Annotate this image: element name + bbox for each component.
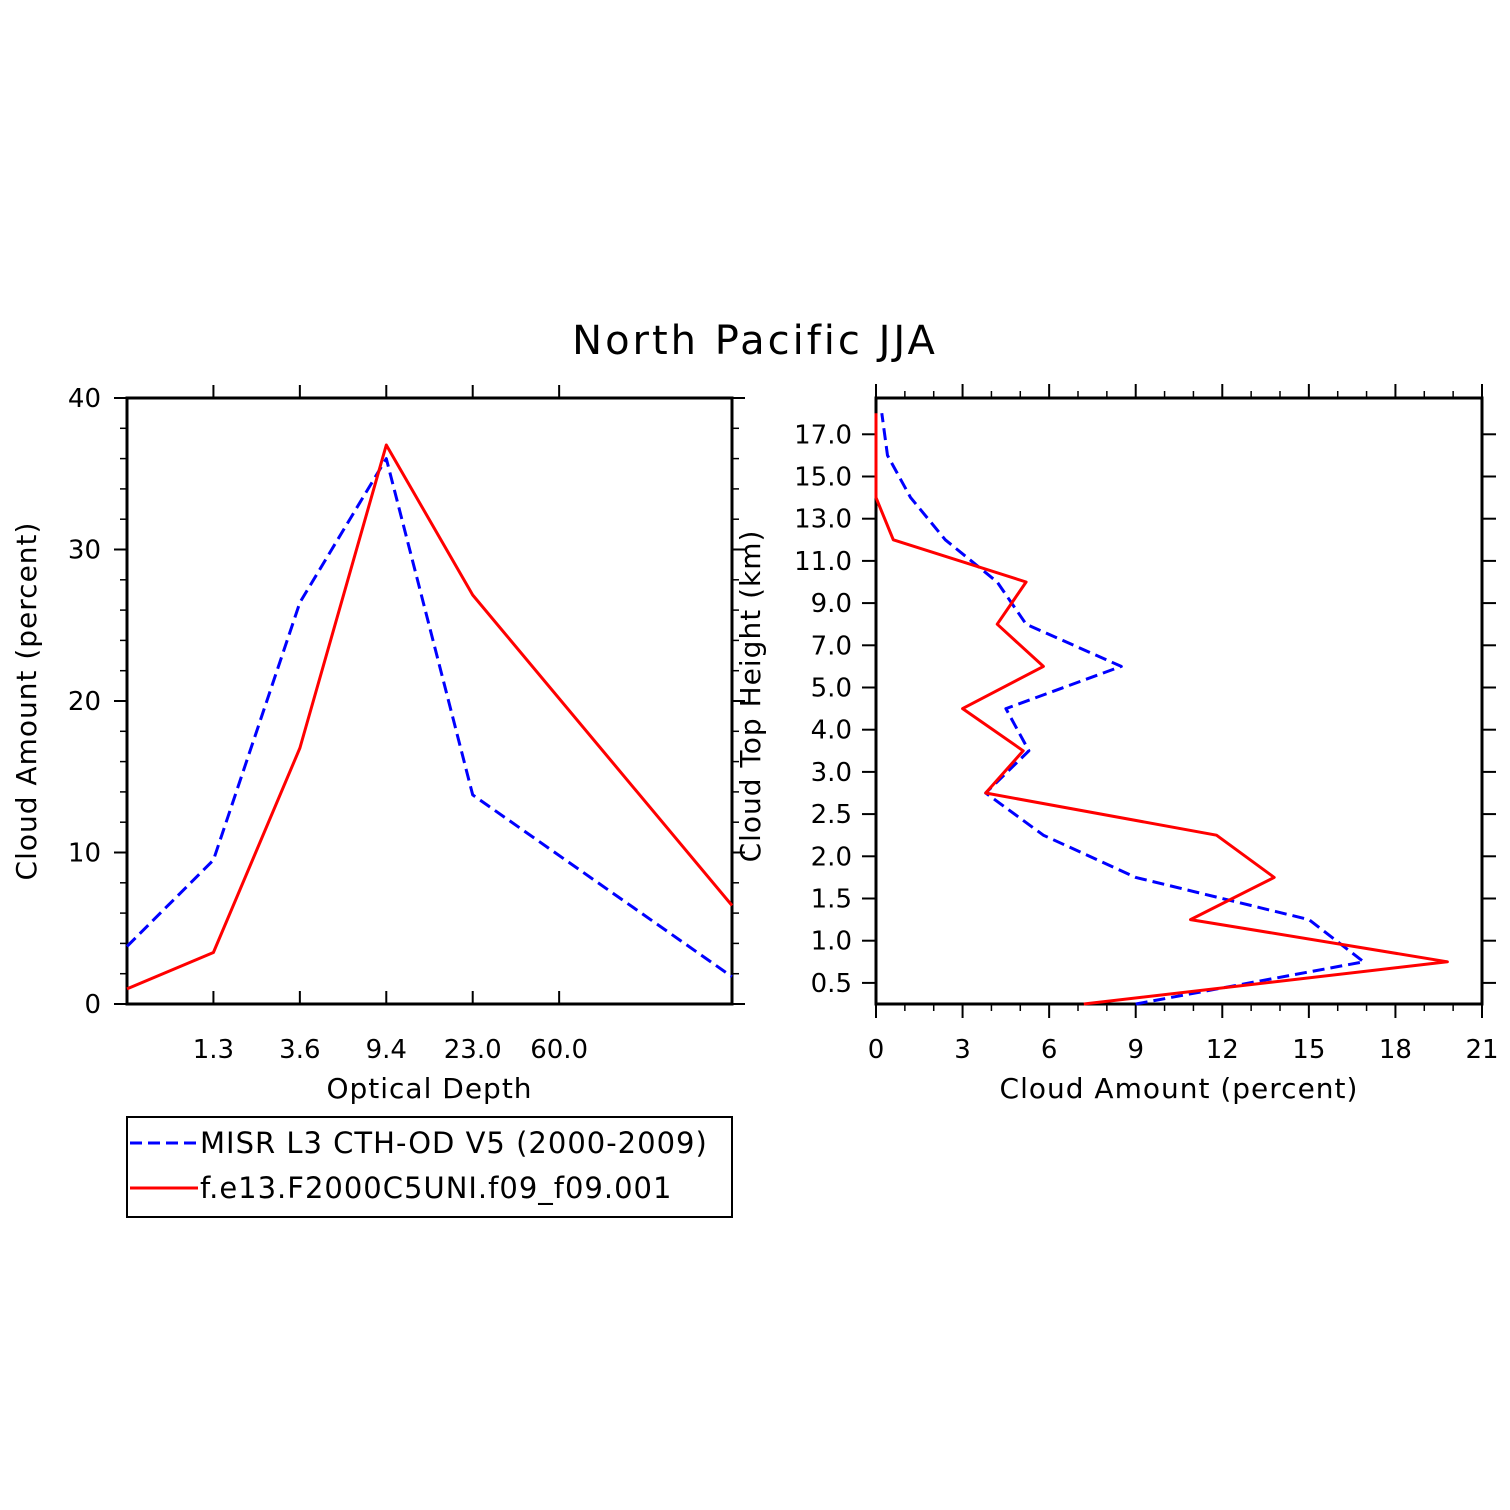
plot-frame [125, 396, 734, 1006]
x-tick-label: 1.3 [193, 1035, 234, 1065]
x-tick-label: 15 [1292, 1035, 1325, 1065]
series-line-1 [126, 443, 734, 991]
x-axis-label: Cloud Amount (percent) [1000, 1072, 1359, 1105]
y-axis-label: Cloud Amount (percent) [10, 522, 43, 881]
plot-frame [874, 396, 1484, 1006]
optical-depth-panel: 1.3 3.6 9.4 23.0 60.0 0 10 20 30 40 Optical Depth C… [10, 384, 745, 1105]
y-tick-label: 3.0 [811, 758, 852, 788]
series-line-1 [874, 413, 1449, 1006]
y-tick-label: 11.0 [794, 547, 852, 577]
y-tick-label: 10 [68, 839, 101, 869]
y-tick-label: 20 [68, 687, 101, 717]
y-tick-label: 30 [68, 536, 101, 566]
x-tick-label: 3 [954, 1035, 971, 1065]
legend-box [126, 1116, 733, 1218]
y-tick-label: 2.5 [811, 800, 852, 830]
y-tick-label: 0 [84, 990, 101, 1020]
legend-label-model: f.e13.F2000C5UNI.f09_f09.001 [200, 1171, 672, 1205]
y-tick-label: 2.0 [811, 842, 852, 872]
x-tick-label: 12 [1206, 1035, 1239, 1065]
x-tick-label: 18 [1379, 1035, 1412, 1065]
y-tick-label: 7.0 [811, 631, 852, 661]
x-tick-label: 23.0 [444, 1035, 502, 1065]
y-tick-label: 40 [68, 384, 101, 414]
x-tick-label: 0 [868, 1035, 885, 1065]
x-axis-label: Optical Depth [326, 1072, 532, 1105]
x-tick-label: 9.4 [366, 1035, 407, 1065]
legend-label-misr: MISR L3 CTH-OD V5 (2000-2009) [200, 1126, 708, 1160]
legend: MISR L3 CTH-OD V5 (2000-2009) f.e13.F200… [126, 1116, 733, 1218]
y-tick-label: 4.0 [811, 716, 852, 746]
y-tick-label: 0.5 [811, 969, 852, 999]
series-line-0 [125, 457, 733, 978]
x-tick-label: 21 [1465, 1035, 1498, 1065]
y-tick-label: 1.0 [811, 927, 852, 957]
x-tick-label: 3.6 [279, 1035, 320, 1065]
x-tick-label: 60.0 [530, 1035, 588, 1065]
y-tick-label: 9.0 [811, 589, 852, 619]
y-tick-label: 5.0 [811, 673, 852, 703]
cloud-top-height-panel: 0 3 6 9 12 15 18 21 0.5 1.0 1.5 2.0 2.5 3.0 4.0 5.0 7.0 9… [734, 384, 1499, 1105]
figure-title: North Pacific JJA [572, 318, 938, 364]
y-tick-label: 13.0 [794, 505, 852, 535]
x-tick-label: 9 [1127, 1035, 1144, 1065]
x-tick-label: 6 [1041, 1035, 1058, 1065]
series-line-0 [880, 412, 1366, 1006]
y-tick-label: 1.5 [811, 884, 852, 914]
y-tick-label: 17.0 [794, 420, 852, 450]
y-axis-label: Cloud Top Height (km) [734, 530, 767, 863]
y-tick-label: 15.0 [794, 462, 852, 492]
